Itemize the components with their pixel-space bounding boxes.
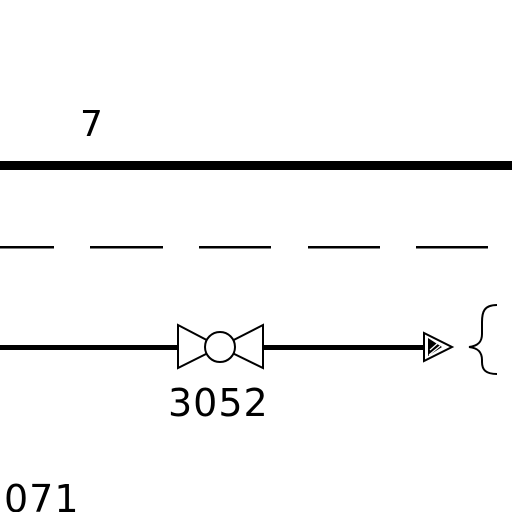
flow-arrow-hatch	[429, 342, 439, 351]
process-line-right	[263, 345, 425, 350]
valve-ball	[204, 331, 236, 363]
partial-tag-label: 071	[4, 477, 80, 512]
dash-segment	[0, 246, 54, 249]
dash-segment	[308, 246, 380, 249]
main-header-line	[0, 161, 512, 170]
valve-right-triangle	[217, 323, 264, 370]
valve-left-triangle	[177, 323, 223, 370]
flow-arrow-fill	[428, 338, 442, 356]
dash-segment	[90, 246, 163, 249]
valve-tag-label: 3052	[168, 381, 269, 425]
flow-arrow-hatch	[428, 345, 441, 356]
ball-valve-icon[interactable]	[177, 323, 264, 370]
dash-segment	[416, 246, 488, 249]
flow-arrow-icon	[423, 331, 455, 363]
process-line-left	[0, 345, 178, 350]
line-number-label: 7	[80, 104, 103, 145]
dash-segment	[199, 246, 271, 249]
curly-brace-icon	[468, 304, 498, 375]
dashed-line	[0, 246, 488, 249]
